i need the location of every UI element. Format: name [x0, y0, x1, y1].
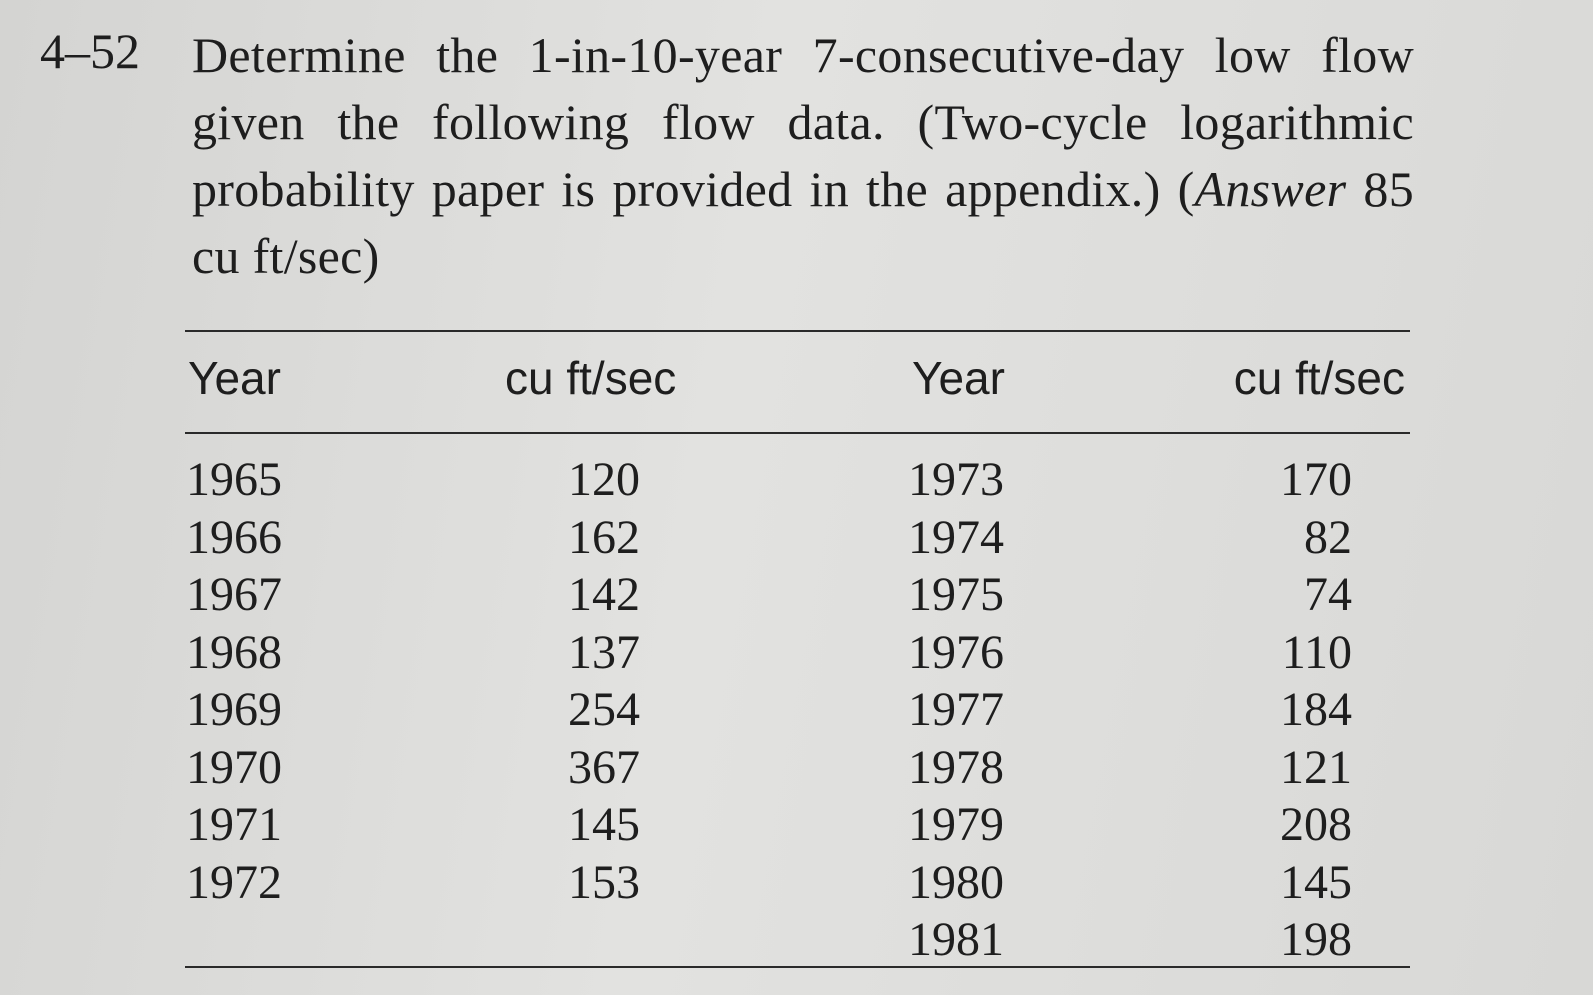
year-cell: 1971 — [186, 798, 282, 851]
year-cell: 1981 — [908, 913, 1004, 966]
flow-cell: 184 — [1280, 683, 1352, 736]
year-cell: 1972 — [186, 855, 282, 909]
flow-cell: 110 — [1281, 625, 1352, 679]
year-cell: 1968 — [186, 625, 282, 679]
year-cell: 1976 — [908, 625, 1004, 679]
year-cell: 1978 — [908, 740, 1004, 794]
column-header: Year — [188, 352, 281, 404]
year-cell: 1980 — [908, 855, 1004, 909]
flow-cell: 254 — [568, 683, 640, 736]
year-cell: 1975 — [908, 568, 1004, 621]
year-cell: 1965 — [186, 453, 282, 506]
header-rule — [185, 432, 1410, 434]
flow-cell: 162 — [568, 510, 640, 564]
flow-cell: 170 — [1280, 453, 1352, 506]
flow-cell: 121 — [1280, 740, 1352, 794]
flow-cell: 145 — [568, 798, 640, 851]
year-cell: 1969 — [186, 683, 282, 736]
flow-cell: 145 — [1280, 855, 1352, 909]
column-header: cu ft/sec — [505, 352, 677, 404]
column-header: Year — [912, 352, 1005, 404]
table-top-rule — [185, 330, 1410, 332]
answer-label: Answer — [1194, 161, 1347, 217]
problem-number: 4–52 — [40, 23, 140, 79]
year-cell: 1970 — [186, 740, 282, 794]
year-cell: 1967 — [186, 568, 282, 621]
year-cell: 1977 — [908, 683, 1004, 736]
flow-cell: 142 — [568, 568, 640, 621]
flow-cell: 153 — [568, 855, 640, 909]
year-cell: 1966 — [186, 510, 282, 564]
column-header: cu ft/sec — [1233, 352, 1405, 404]
year-cell: 1973 — [908, 453, 1004, 506]
problem-text: Determine the 1-in-10-year 7-consecutive… — [192, 22, 1414, 290]
flow-cell: 120 — [568, 453, 640, 506]
flow-cell: 82 — [1304, 510, 1352, 564]
year-cell: 1974 — [908, 510, 1004, 564]
table-bottom-rule — [185, 966, 1410, 968]
problem-body: Determine the 1-in-10-year 7-consecutive… — [192, 27, 1414, 217]
flow-cell: 208 — [1280, 798, 1352, 851]
year-cell: 1979 — [908, 798, 1004, 851]
flow-cell: 198 — [1280, 913, 1352, 966]
flow-cell: 137 — [568, 625, 640, 679]
flow-cell: 367 — [568, 740, 640, 794]
answer-text: 85 cu ft/sec) — [192, 161, 1415, 284]
flow-cell: 74 — [1304, 568, 1352, 621]
